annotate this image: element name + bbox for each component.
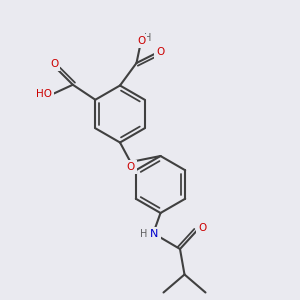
Text: HO: HO <box>36 89 52 99</box>
Text: O: O <box>50 59 58 69</box>
Text: O: O <box>126 162 135 172</box>
Text: O: O <box>156 47 165 58</box>
Text: H: H <box>144 33 151 43</box>
Text: N: N <box>150 229 159 239</box>
Text: H: H <box>140 229 147 239</box>
Text: O: O <box>137 36 145 46</box>
Text: O: O <box>198 223 207 233</box>
